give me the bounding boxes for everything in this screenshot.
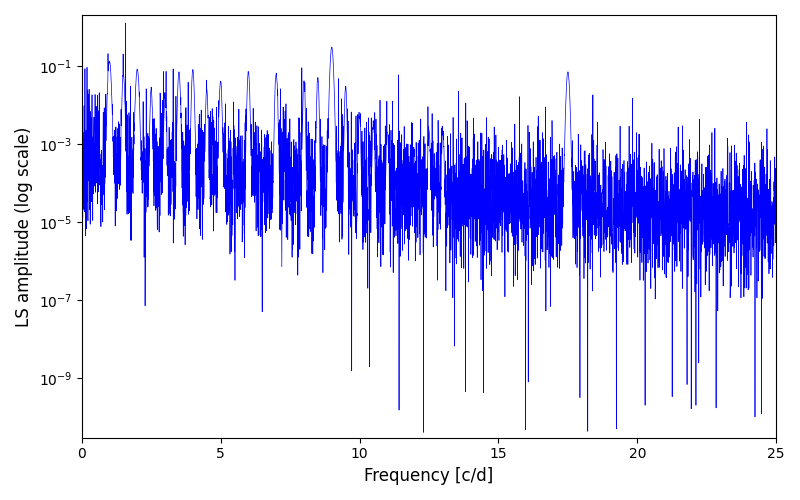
Y-axis label: LS amplitude (log scale): LS amplitude (log scale) — [15, 126, 33, 326]
X-axis label: Frequency [c/d]: Frequency [c/d] — [364, 467, 494, 485]
